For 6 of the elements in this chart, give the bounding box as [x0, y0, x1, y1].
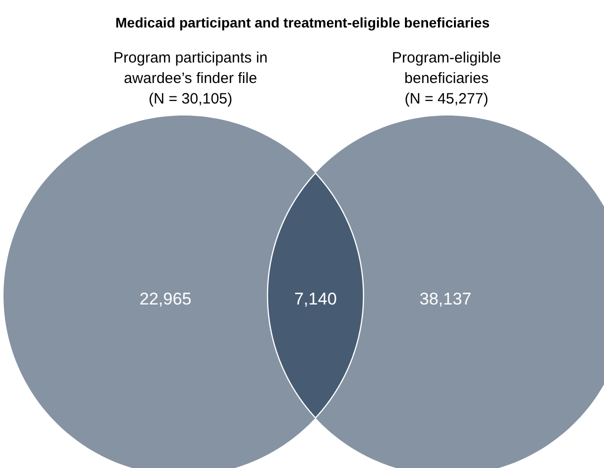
category-label: Program participants in awardee’s finder file (N = 30,105): [113, 50, 268, 108]
data-label: 22,965: [140, 290, 192, 308]
category-label: Program-eligible beneficiaries (N = 45,277): [392, 50, 502, 108]
data-label: 38,137: [420, 290, 472, 308]
data-label: 7,140: [294, 290, 337, 308]
text: Medicaid participant and treatment-eligible beneficiaries: [115, 14, 490, 30]
